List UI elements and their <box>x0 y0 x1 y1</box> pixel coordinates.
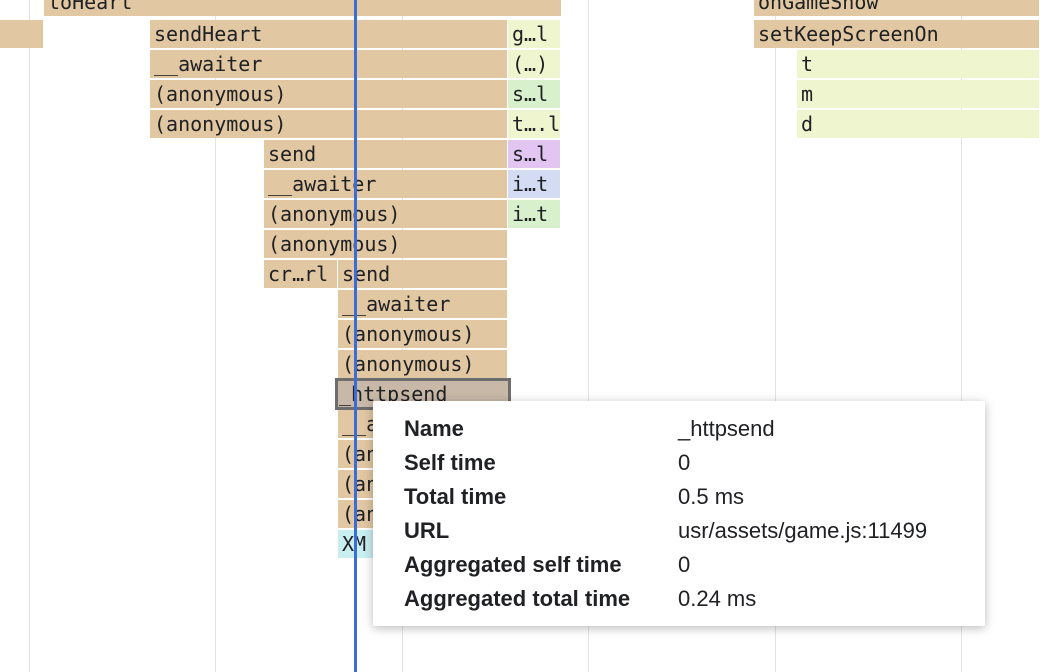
timeline-gridline <box>215 0 216 672</box>
tooltip-row-aggregated-self-time: Aggregated self time 0 <box>404 548 974 582</box>
tooltip-row-total-time: Total time 0.5 ms <box>404 480 974 514</box>
flame-bar[interactable]: cr…rl <box>264 260 338 288</box>
flame-bar-onGameShow[interactable]: onGameShow <box>754 0 1040 16</box>
flame-bar-anonymous[interactable]: (an <box>338 440 378 468</box>
flame-bar-awaiter[interactable]: __a <box>338 410 378 438</box>
tooltip-label: Aggregated total time <box>404 586 631 611</box>
tooltip-row-aggregated-total-time: Aggregated total time 0.24 ms <box>404 582 974 616</box>
timeline-gridline <box>961 0 962 672</box>
flame-bar-anonymous[interactable]: (anonymous) <box>338 350 508 378</box>
flame-bar-anonymous[interactable]: (anonymous) <box>264 230 508 258</box>
flame-bar-sendHeart[interactable]: sendHeart <box>150 20 508 48</box>
tooltip-value: 0 <box>678 450 691 475</box>
flame-bar-send[interactable]: send <box>338 260 508 288</box>
tooltip-row-self-time: Self time 0 <box>404 446 974 480</box>
flame-bar[interactable]: i…t <box>508 200 561 228</box>
flame-bar[interactable] <box>0 20 44 48</box>
tooltip-label: Self time <box>404 450 496 475</box>
tooltip-label: URL <box>404 518 450 543</box>
timeline-gridline <box>775 0 776 672</box>
tooltip-value: usr/assets/game.js:11499 <box>678 518 928 543</box>
tooltip-label: Total time <box>404 484 507 509</box>
timeline-gridline <box>588 0 589 672</box>
tooltip-label: Name <box>404 416 464 441</box>
timeline-gridline <box>29 0 30 672</box>
flame-bar[interactable]: g…l <box>508 20 561 48</box>
flame-bar[interactable]: d <box>797 110 1040 138</box>
flame-bar[interactable]: m <box>797 80 1040 108</box>
flame-bar[interactable]: t….l <box>508 110 561 138</box>
flame-bar-xmlhttprequest[interactable]: XM <box>338 530 378 558</box>
flame-bar-awaiter[interactable]: __awaiter <box>338 290 508 318</box>
time-cursor-line <box>354 0 357 672</box>
flame-bar-send[interactable]: send <box>264 140 508 168</box>
flame-bar-anonymous[interactable]: (anonymous) <box>264 200 508 228</box>
flame-bar-awaiter[interactable]: __awaiter <box>264 170 508 198</box>
flame-bar-anonymous[interactable]: (anonymous) <box>150 80 508 108</box>
flame-bar-anonymous[interactable]: (an <box>338 500 378 528</box>
flame-bar[interactable]: s…l <box>508 140 561 168</box>
flame-bar-awaiter[interactable]: __awaiter <box>150 50 508 78</box>
flame-bar-setKeepScreenOn[interactable]: setKeepScreenOn <box>754 20 1040 48</box>
flame-bar-anonymous[interactable]: (anonymous) <box>338 320 508 348</box>
entry-details-tooltip: Name _httpsend Self time 0 Total time 0.… <box>373 401 985 626</box>
tooltip-row-url: URL usr/assets/game.js:11499 <box>404 514 974 548</box>
tooltip-value: 0 <box>678 552 691 577</box>
flame-bar[interactable]: (…) <box>508 50 561 78</box>
tooltip-value: 0.5 ms <box>678 484 745 509</box>
flame-bar-toHeart[interactable]: toHeart <box>44 0 562 16</box>
flame-bar[interactable]: s…l <box>508 80 561 108</box>
tooltip-value: 0.24 ms <box>678 586 757 611</box>
flame-bar[interactable]: t <box>797 50 1040 78</box>
tooltip-label: Aggregated self time <box>404 552 622 577</box>
tooltip-row-name: Name _httpsend <box>404 412 974 446</box>
flame-bar-anonymous[interactable]: (an <box>338 470 378 498</box>
flame-bar[interactable]: i…t <box>508 170 561 198</box>
tooltip-value: _httpsend <box>678 416 775 441</box>
flame-bar-anonymous[interactable]: (anonymous) <box>150 110 508 138</box>
